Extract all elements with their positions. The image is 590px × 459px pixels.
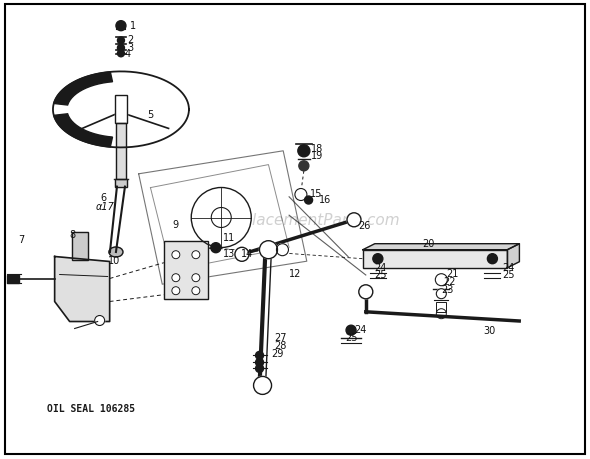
Text: 25: 25 (345, 332, 358, 342)
Text: 2: 2 (127, 35, 134, 45)
Polygon shape (507, 244, 519, 268)
Text: 16: 16 (319, 195, 331, 205)
Circle shape (304, 196, 313, 205)
Circle shape (192, 274, 200, 282)
Text: α17: α17 (96, 202, 115, 212)
Bar (71, 232, 88, 260)
Circle shape (487, 254, 497, 264)
Text: 6: 6 (100, 192, 106, 202)
Text: 7: 7 (18, 235, 24, 245)
Bar (437, 302, 446, 312)
Text: 26: 26 (359, 221, 371, 231)
Text: 24: 24 (354, 325, 366, 335)
Text: 14: 14 (241, 249, 253, 259)
Circle shape (277, 244, 289, 256)
Circle shape (191, 188, 251, 248)
Text: 13: 13 (223, 249, 235, 259)
Bar (116, 124, 126, 179)
Bar (363, 250, 507, 268)
Text: 11: 11 (223, 232, 235, 242)
Circle shape (211, 243, 221, 253)
Text: OIL SEAL 106285: OIL SEAL 106285 (47, 403, 136, 414)
Polygon shape (363, 244, 519, 250)
Bar (71, 232, 88, 260)
Text: 12: 12 (289, 268, 301, 278)
Text: 27: 27 (274, 332, 286, 342)
Bar (164, 241, 208, 299)
Text: 22: 22 (444, 276, 456, 286)
Circle shape (373, 254, 383, 264)
Circle shape (117, 50, 124, 58)
Text: 1: 1 (130, 21, 136, 31)
Circle shape (117, 38, 124, 45)
Text: 30: 30 (484, 325, 496, 336)
Circle shape (346, 325, 356, 336)
Circle shape (255, 352, 264, 359)
Circle shape (116, 22, 126, 32)
Circle shape (255, 358, 264, 367)
Polygon shape (55, 257, 110, 322)
Text: 29: 29 (271, 348, 284, 358)
Text: 8: 8 (70, 229, 76, 239)
Bar (116, 124, 126, 179)
Text: 18: 18 (311, 143, 323, 153)
Bar (363, 250, 507, 268)
Circle shape (94, 316, 104, 326)
Text: 19: 19 (311, 151, 323, 161)
Circle shape (295, 189, 307, 201)
Text: 3: 3 (127, 43, 133, 53)
Text: 24: 24 (503, 262, 515, 272)
Bar (115, 96, 127, 124)
Text: 9: 9 (173, 220, 179, 230)
Text: 15: 15 (310, 189, 323, 199)
Circle shape (192, 251, 200, 259)
Bar (115, 96, 127, 124)
Text: eReplacementParts.com: eReplacementParts.com (214, 213, 400, 228)
Text: 21: 21 (446, 269, 458, 279)
Bar (115, 179, 127, 187)
Bar (164, 241, 208, 299)
Ellipse shape (109, 247, 123, 257)
Text: 24: 24 (375, 262, 387, 272)
Circle shape (192, 287, 200, 295)
Text: 25: 25 (375, 269, 387, 280)
Circle shape (211, 208, 231, 228)
Polygon shape (54, 115, 113, 148)
Text: 4: 4 (124, 49, 130, 59)
Circle shape (359, 285, 373, 299)
Circle shape (235, 248, 249, 262)
Circle shape (260, 241, 277, 259)
Circle shape (437, 289, 446, 299)
Circle shape (254, 376, 271, 395)
Text: 10: 10 (108, 256, 120, 266)
Circle shape (298, 146, 310, 157)
Circle shape (255, 364, 264, 373)
Text: 28: 28 (274, 340, 286, 350)
Text: 23: 23 (441, 284, 454, 294)
Bar (115, 179, 127, 187)
Circle shape (172, 251, 180, 259)
Circle shape (172, 287, 180, 295)
Circle shape (437, 309, 446, 319)
Polygon shape (54, 73, 113, 106)
Text: 20: 20 (422, 238, 434, 248)
Text: 5: 5 (148, 110, 154, 120)
Circle shape (172, 274, 180, 282)
Circle shape (435, 274, 447, 286)
Text: 25: 25 (503, 269, 515, 280)
Circle shape (299, 162, 309, 171)
Bar (7, 275, 19, 283)
Circle shape (117, 45, 124, 52)
Circle shape (347, 213, 361, 227)
Bar (437, 302, 446, 312)
